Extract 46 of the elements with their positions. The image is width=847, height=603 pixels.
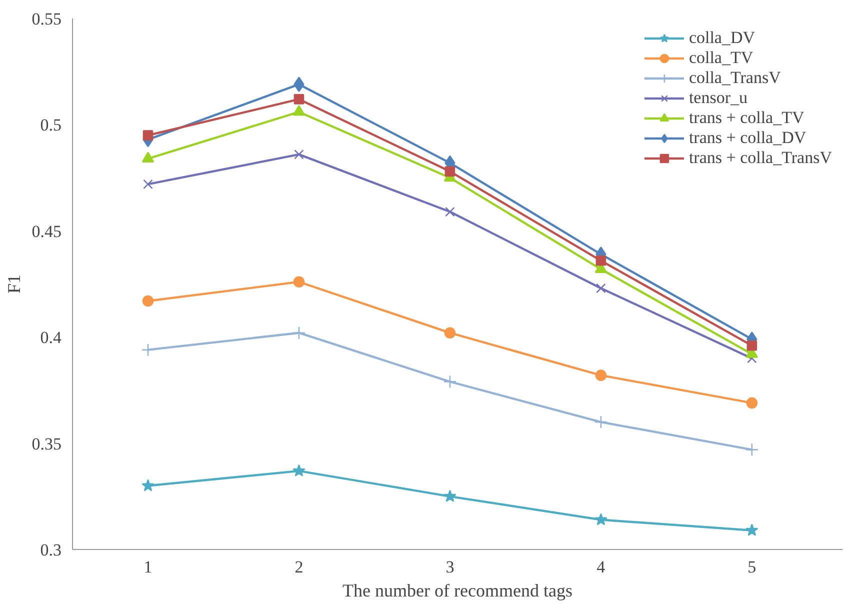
point (294, 150, 304, 160)
point (142, 152, 154, 163)
point (444, 166, 456, 177)
point (746, 524, 758, 536)
point (444, 490, 456, 502)
point (745, 443, 759, 456)
point (292, 464, 306, 476)
point (746, 340, 758, 351)
y-tick-label: 0.45 (32, 222, 62, 241)
legend-label: colla_TransV (688, 68, 781, 88)
point (596, 255, 606, 266)
point (595, 370, 607, 381)
legend-label: trans + colla_TransV (688, 148, 832, 168)
point (594, 415, 608, 429)
x-tick-label: 5 (748, 558, 756, 576)
x-tick-label: 4 (596, 558, 606, 576)
point (294, 94, 304, 104)
legend-label: colla_DV (688, 28, 756, 48)
point (444, 327, 456, 338)
point (443, 375, 457, 388)
legend-label: trans + colla_TV (688, 108, 804, 128)
y-tick-label: 0.3 (40, 540, 62, 560)
point (142, 295, 154, 307)
point (596, 283, 606, 294)
x-tick-label: 3 (446, 558, 454, 576)
x-axis-title: The number of recommend tags (342, 580, 572, 600)
point (143, 179, 153, 190)
point (142, 479, 154, 492)
y-tick-label: 0.5 (40, 116, 62, 135)
point (594, 513, 608, 526)
point (292, 326, 306, 340)
point (445, 206, 455, 217)
legend-label: tensor_u (688, 88, 748, 108)
y-tick-label: 0.35 (32, 434, 62, 454)
y-tick-label: 0.55 (32, 10, 62, 28)
legend-label: colla_TV (688, 48, 754, 68)
x-tick-label: 2 (294, 558, 304, 576)
y-axis-title: F1 (4, 274, 24, 294)
legend-label: trans + colla_DV (688, 128, 806, 148)
point (141, 343, 155, 356)
y-tick-label: 0.4 (40, 328, 62, 348)
point (294, 76, 304, 92)
point (746, 397, 758, 409)
x-tick-label: 1 (144, 558, 152, 576)
point (142, 130, 154, 140)
point (293, 276, 305, 288)
